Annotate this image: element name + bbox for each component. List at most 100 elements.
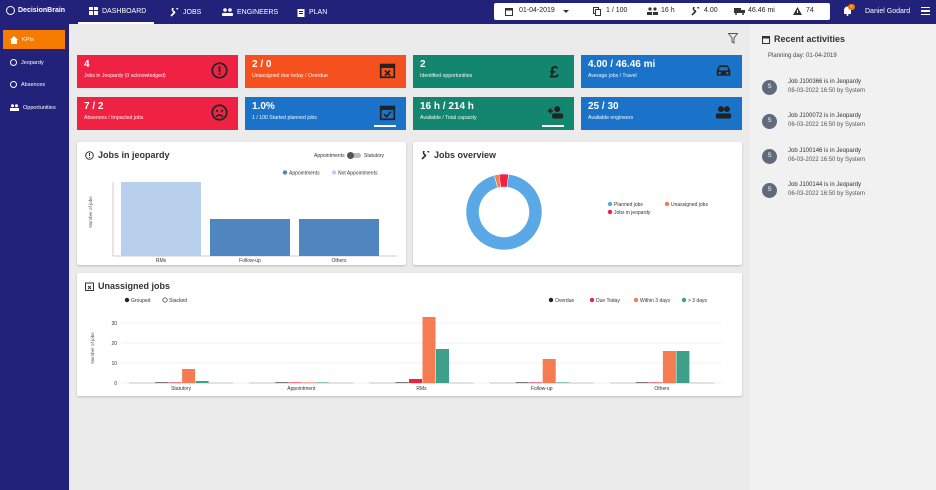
activity-item[interactable]: S Job J100072 is in Jeopardy 06-03-2022 …	[762, 111, 932, 141]
bar	[649, 382, 663, 383]
overview-card: Jobs overview Planned jobs Unassigned jo…	[413, 142, 742, 265]
filter-icon[interactable]	[728, 33, 738, 44]
appointments-toggle[interactable]	[347, 152, 361, 159]
app-logo[interactable]: DecisionBrain	[6, 6, 65, 15]
activity-item[interactable]: S Job J100144 is in Jeopardy 06-03-2022 …	[762, 180, 932, 210]
bar	[168, 382, 182, 383]
legend-dot	[331, 170, 337, 175]
grouped-radio[interactable]	[124, 297, 130, 303]
stacked-label: Stacked	[169, 298, 187, 304]
legend-dot	[633, 297, 639, 303]
calendar-icon	[505, 8, 513, 16]
donut-slice	[498, 173, 509, 188]
y-axis-label: Number of jobs	[90, 332, 95, 364]
panel-title: Recent activities	[774, 34, 846, 44]
bar	[302, 382, 316, 383]
sidebar-item-absences[interactable]: Absences	[3, 75, 65, 94]
sidebar-item-jeopardy[interactable]: Jeopardy	[3, 53, 65, 72]
activity-panel: Recent activities Planning day: 01-04-20…	[750, 24, 936, 490]
y-tick-label: 30	[111, 321, 117, 327]
x-tick-label: Follow-up	[239, 258, 261, 264]
user-name[interactable]: Daniel Godard	[865, 8, 911, 15]
kpi-travel[interactable]: 4.00 / 46.46 mi Average jobs / Travel	[581, 55, 742, 88]
bar	[288, 382, 302, 383]
bar	[409, 379, 422, 383]
calendar-icon	[762, 35, 770, 44]
nav-tab-dashboard[interactable]: DASHBOARD	[78, 0, 154, 24]
stat-hours: 16 h	[661, 7, 675, 14]
card-title: Jobs overview	[434, 150, 497, 160]
legend-dot	[681, 297, 687, 303]
bar	[210, 219, 290, 256]
menu-icon[interactable]	[921, 7, 930, 17]
alert-circle-icon	[10, 59, 17, 66]
kpi-jeopardy[interactable]: 4 Jobs in Jeopardy (0 acknowledged)	[77, 55, 238, 88]
legend-dot	[607, 201, 613, 207]
kpi-unassigned[interactable]: 2 / 0 Unassigned due today / Overdue	[245, 55, 406, 88]
activity-item[interactable]: S Job J100146 is in Jeopardy 06-03-2022 …	[762, 146, 932, 176]
nav-tab-engineers[interactable]: ENGINEERS	[222, 0, 278, 24]
avatar: S	[762, 80, 777, 95]
activity-item[interactable]: S Job J100366 is in Jeopardy 06-03-2022 …	[762, 77, 932, 107]
bar	[422, 317, 436, 383]
bar	[315, 382, 329, 383]
kpi-absences[interactable]: 7 / 2 Absences / Impacted jobs	[77, 97, 238, 130]
x-tick-label: Others	[654, 386, 670, 392]
sidebar-item-opportunities[interactable]: Opportunities	[3, 98, 65, 117]
calendar-check-icon	[379, 105, 396, 121]
stat-rating: 4.00	[704, 7, 718, 14]
wrench-icon	[170, 7, 179, 17]
sidebar-item-kpis[interactable]: KPIs	[3, 30, 65, 49]
kpi-opportunities[interactable]: 2 Identified opportunities £	[413, 55, 574, 88]
calendar-remove-icon	[85, 282, 94, 291]
avatar: S	[762, 149, 777, 164]
legend-dot	[664, 201, 670, 207]
legend-dot	[548, 297, 554, 303]
clipboard-icon	[297, 8, 305, 17]
progress-underline	[374, 125, 396, 127]
legend-label: Not Appointments	[338, 171, 378, 177]
car-icon	[716, 65, 731, 76]
planning-day: Planning day: 01-04-2019	[768, 53, 837, 59]
avatar: S	[762, 114, 777, 129]
bar	[556, 382, 570, 383]
bar	[121, 182, 201, 256]
stacked-radio[interactable]	[162, 297, 168, 303]
unassigned-chart: Grouped Stacked Overdue Due Today Within 3…	[90, 297, 722, 392]
dashboard-icon	[89, 7, 98, 15]
y-axis-label: Number of jobs	[88, 196, 93, 228]
kpi-started[interactable]: 1.0% 1 / 100 Started planned jobs	[245, 97, 406, 130]
y-tick-label: 10	[111, 361, 117, 367]
nav-tab-jobs[interactable]: JOBS	[170, 0, 201, 24]
progress-underline	[542, 125, 564, 127]
jeopardy-card: Jobs in jeopardy Appointments Statutory …	[77, 142, 406, 265]
stat-alerts: 74	[806, 7, 814, 14]
warning-icon	[793, 7, 802, 15]
bar	[542, 359, 556, 383]
date-selector[interactable]: 01-04-2019	[519, 7, 555, 14]
legend-label: Unassigned jobs	[671, 202, 708, 208]
bar	[155, 382, 169, 383]
kpi-engineers[interactable]: 25 / 30 Available engineers	[581, 97, 742, 130]
y-tick-label: 0	[114, 381, 117, 387]
unassigned-card: Unassigned jobs Grouped Stacked Overdue D…	[77, 273, 742, 396]
stats-bar: 01-04-2019 1 / 100 16 h 4.00 46.46 mi 74	[494, 3, 830, 20]
overview-donut-chart: Planned jobs Unassigned jobs Jobs in jeo…	[465, 173, 708, 251]
bar	[182, 369, 196, 383]
bar	[299, 219, 379, 256]
grouped-label: Grouped	[131, 298, 151, 304]
notifications-button[interactable]: 7	[843, 4, 855, 18]
x-tick-label: Follow-up	[531, 386, 553, 392]
people-icon	[715, 106, 732, 119]
bar	[195, 381, 209, 383]
bar	[515, 382, 529, 383]
kpi-capacity[interactable]: 16 h / 214 h Available / Total capacity	[413, 97, 574, 130]
legend-dot	[607, 209, 613, 215]
nav-tab-plan[interactable]: PLAN	[297, 0, 327, 24]
chevron-down-icon[interactable]	[563, 10, 569, 14]
copy-icon	[593, 7, 601, 16]
stat-distance: 46.46 mi	[748, 7, 775, 14]
bar	[529, 382, 543, 383]
top-bar: DecisionBrain DASHBOARD JOBS ENGINEERS P…	[0, 0, 936, 24]
bar	[635, 382, 649, 383]
